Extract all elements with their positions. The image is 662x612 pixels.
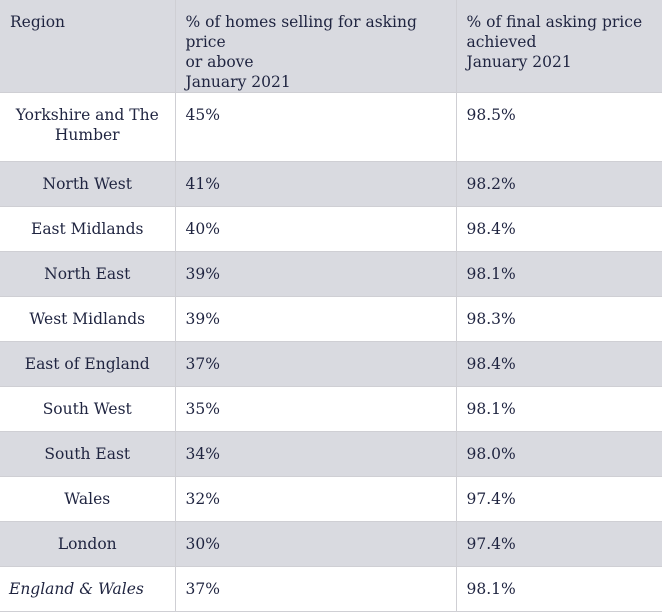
region-cell: Yorkshire and The Humber — [0, 92, 176, 162]
region-cell: South East — [0, 431, 176, 477]
table-row: Yorkshire and The Humber 45% 98.5% — [0, 92, 662, 162]
header-pct-final-line-2: achieved — [466, 33, 537, 51]
pct-final-cell: 98.2% — [456, 161, 662, 207]
region-cell: Wales — [0, 476, 176, 522]
pct-homes-cell: 40% — [175, 206, 457, 252]
header-pct-homes-line-1: % of homes selling for asking price — [185, 13, 417, 51]
table-row: South East 34% 98.0% — [0, 431, 662, 477]
region-cell: North East — [0, 251, 176, 297]
pct-homes-cell: 32% — [175, 476, 457, 522]
pct-homes-cell: 41% — [175, 161, 457, 207]
table-row: East of England 37% 98.4% — [0, 341, 662, 387]
pct-final-cell: 98.5% — [456, 92, 662, 162]
region-cell: West Midlands — [0, 296, 176, 342]
header-pct-homes-line-2: or above — [185, 53, 254, 71]
pct-final-cell: 98.1% — [456, 566, 662, 612]
table-row: West Midlands 39% 98.3% — [0, 296, 662, 342]
region-cell: North West — [0, 161, 176, 207]
pct-final-cell: 98.4% — [456, 341, 662, 387]
pct-homes-cell: 37% — [175, 341, 457, 387]
pct-homes-cell: 39% — [175, 251, 457, 297]
pct-final-cell: 98.1% — [456, 251, 662, 297]
pct-final-cell: 98.3% — [456, 296, 662, 342]
pct-homes-cell: 34% — [175, 431, 457, 477]
table-row: East Midlands 40% 98.4% — [0, 206, 662, 252]
pct-homes-cell: 45% — [175, 92, 457, 162]
region-cell: London — [0, 521, 176, 567]
region-cell: South West — [0, 386, 176, 432]
table-header-row: Region % of homes selling for asking pri… — [0, 0, 662, 93]
region-cell: East Midlands — [0, 206, 176, 252]
pct-final-cell: 98.1% — [456, 386, 662, 432]
header-pct-final: % of final asking price achieved January… — [456, 0, 662, 93]
header-region: Region — [0, 0, 176, 93]
table-row: South West 35% 98.1% — [0, 386, 662, 432]
pct-final-cell: 97.4% — [456, 521, 662, 567]
pct-final-cell: 98.0% — [456, 431, 662, 477]
pct-homes-cell: 37% — [175, 566, 457, 612]
table-row-total: England & Wales 37% 98.1% — [0, 566, 662, 612]
pct-homes-cell: 35% — [175, 386, 457, 432]
table-row: London 30% 97.4% — [0, 521, 662, 567]
region-cell: East of England — [0, 341, 176, 387]
table-row: Wales 32% 97.4% — [0, 476, 662, 522]
pct-homes-cell: 30% — [175, 521, 457, 567]
header-region-label: Region — [10, 13, 66, 31]
pct-homes-cell: 39% — [175, 296, 457, 342]
header-pct-final-line-1: % of final asking price — [466, 13, 643, 31]
header-pct-homes-line-3: January 2021 — [185, 73, 291, 91]
pct-final-cell: 97.4% — [456, 476, 662, 522]
table-row: North East 39% 98.1% — [0, 251, 662, 297]
pct-final-cell: 98.4% — [456, 206, 662, 252]
region-cell-total: England & Wales — [0, 566, 176, 612]
header-pct-final-line-3: January 2021 — [466, 53, 572, 71]
header-pct-homes: % of homes selling for asking price or a… — [175, 0, 457, 93]
table-row: North West 41% 98.2% — [0, 161, 662, 207]
